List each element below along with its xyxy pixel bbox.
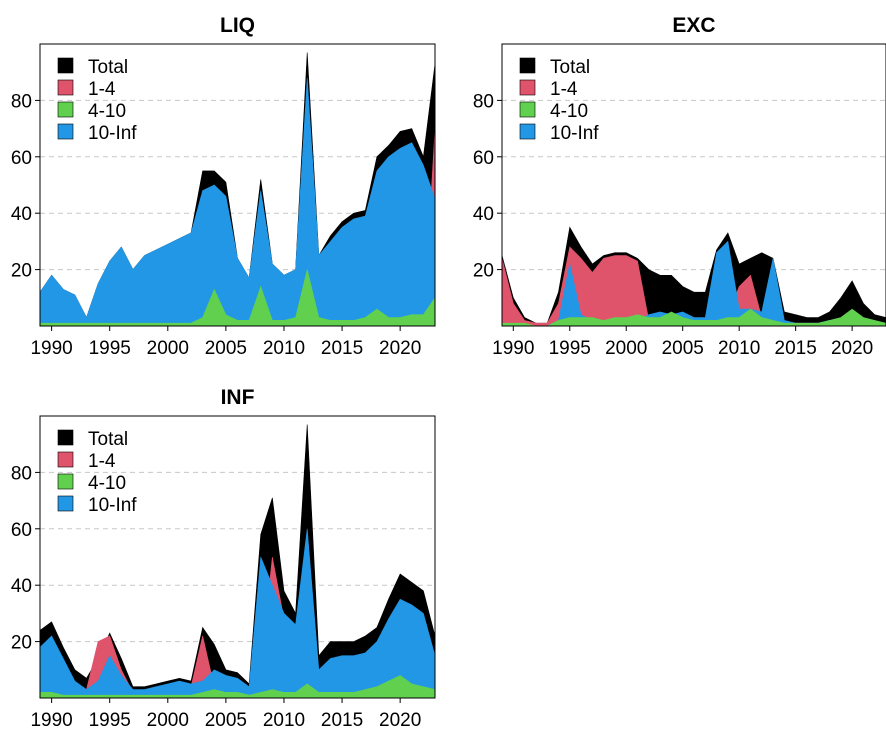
x-tick-label: 2020: [379, 710, 421, 731]
x-tick-label: 2010: [718, 338, 760, 359]
panel-inf: INF 20 40 60 80 1990 1995 2000 2005 2010 2015 2020 T…: [11, 386, 436, 731]
plot-area: [502, 226, 886, 326]
x-tick-label: 2015: [775, 338, 817, 359]
y-tick-label: 80: [473, 91, 494, 112]
x-tick-label: 2010: [263, 338, 305, 359]
legend-label: 4-10: [88, 101, 126, 122]
x-tick-label: 1990: [30, 338, 72, 359]
legend-swatch-total: [57, 57, 74, 74]
plot-border: [39, 415, 436, 699]
legend-swatch-1-4: [57, 79, 74, 96]
x-tick-label: 2000: [147, 710, 189, 731]
panel-exc: EXC 20 40 60 80 1990 1995 2000 2005 2010 2015 2020 T…: [473, 14, 886, 359]
panel-title: INF: [221, 386, 255, 409]
legend-swatch-1-4: [57, 451, 74, 468]
x-tick-label: 2010: [263, 710, 305, 731]
x-tick-label: 1990: [30, 710, 72, 731]
plot-border: [501, 43, 886, 327]
x-tick-label: 2015: [321, 710, 363, 731]
x-tick-label: 2000: [605, 338, 647, 359]
panel-title: LIQ: [220, 14, 255, 37]
x-tick-label: 2000: [147, 338, 189, 359]
x-tick-label: 2020: [379, 338, 421, 359]
legend-label: Total: [550, 57, 590, 78]
legend-swatch-10-inf: [57, 123, 74, 140]
series-area-4-10: [40, 269, 435, 326]
x-tick-label: 2015: [321, 338, 363, 359]
x-tick-label: 2005: [205, 710, 247, 731]
legend-swatch-4-10: [519, 101, 536, 118]
y-tick-label: 80: [11, 463, 32, 484]
legend-swatch-10-inf: [57, 495, 74, 512]
y-tick-label: 40: [11, 204, 32, 225]
legend-swatch-1-4: [519, 79, 536, 96]
series-area-4-10: [40, 675, 435, 698]
y-tick-label: 20: [473, 261, 494, 282]
y-tick-label: 60: [11, 148, 32, 169]
x-tick-label: 2020: [831, 338, 873, 359]
legend-label: 4-10: [88, 473, 126, 494]
legend-swatch-4-10: [57, 101, 74, 118]
series-area-4-10: [502, 308, 886, 326]
legend-label: 10-Inf: [88, 123, 137, 144]
x-tick-label: 1995: [89, 338, 131, 359]
y-tick-label: 60: [11, 520, 32, 541]
legend-label: Total: [88, 429, 128, 450]
y-tick-label: 20: [11, 633, 32, 654]
x-tick-label: 1995: [89, 710, 131, 731]
legend-swatch-10-inf: [519, 123, 536, 140]
legend-swatch-4-10: [57, 473, 74, 490]
legend-label: 10-Inf: [550, 123, 599, 144]
plot-area: [40, 424, 435, 698]
x-tick-label: 2005: [662, 338, 704, 359]
x-tick-label: 1995: [549, 338, 591, 359]
series-area-10-inf: [40, 77, 435, 326]
y-tick-label: 40: [11, 576, 32, 597]
y-tick-label: 40: [473, 204, 494, 225]
panel-liq: LIQ 20 40 60 80 1990 1995 2000 2005 2010 2015 2020 T…: [11, 14, 436, 359]
legend-swatch-total: [57, 429, 74, 446]
legend-swatch-total: [519, 57, 536, 74]
legend-label: 1-4: [88, 79, 116, 100]
legend-label: 10-Inf: [88, 495, 137, 516]
y-tick-label: 80: [11, 91, 32, 112]
legend-label: 4-10: [550, 101, 588, 122]
panel-title: EXC: [672, 14, 715, 37]
y-tick-label: 20: [11, 261, 32, 282]
legend-label: 1-4: [550, 79, 578, 100]
plot-border: [39, 43, 436, 327]
y-tick-label: 60: [473, 148, 494, 169]
x-tick-label: 2005: [205, 338, 247, 359]
plot-area: [40, 52, 435, 326]
legend-label: 1-4: [88, 451, 116, 472]
x-tick-label: 1990: [492, 338, 534, 359]
legend-label: Total: [88, 57, 128, 78]
